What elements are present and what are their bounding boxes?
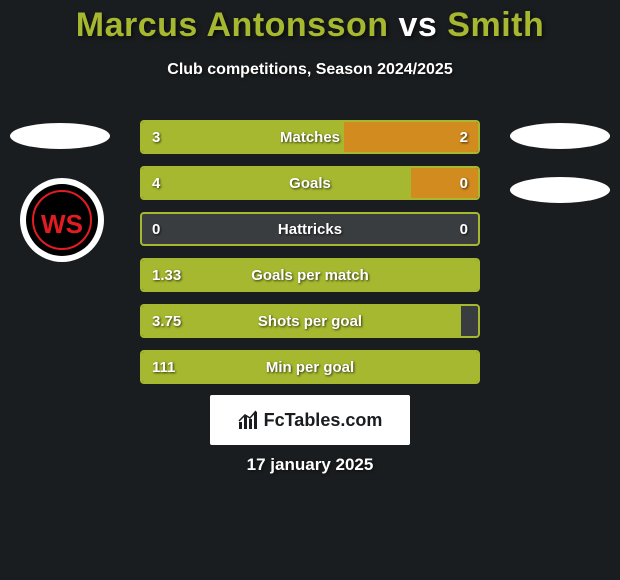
stat-label: Shots per goal [142, 306, 478, 336]
title-player2: Smith [447, 6, 544, 44]
chart-icon [238, 410, 260, 430]
player2-badge-placeholder-1 [510, 123, 610, 149]
club-badge-letters: WS [41, 209, 83, 240]
comparison-card: Marcus Antonsson vs Smith Club competiti… [0, 0, 620, 580]
stat-row: 3.75Shots per goal [140, 304, 480, 338]
stat-row: 0Hattricks0 [140, 212, 480, 246]
stat-row: 3Matches2 [140, 120, 480, 154]
title-player1: Marcus Antonsson [76, 6, 389, 44]
stat-row: 1.33Goals per match [140, 258, 480, 292]
player1-club-badge: WS [20, 178, 104, 262]
footer-date: 17 january 2025 [0, 455, 620, 475]
stat-row: 111Min per goal [140, 350, 480, 384]
club-badge-inner: WS [26, 184, 98, 256]
stat-label: Goals [142, 168, 478, 198]
page-title: Marcus Antonsson vs Smith [0, 0, 620, 45]
stat-value-right: 0 [460, 168, 468, 198]
player2-badge-placeholder-2 [510, 177, 610, 203]
stats-panel: 3Matches24Goals00Hattricks01.33Goals per… [140, 120, 480, 396]
stat-label: Matches [142, 122, 478, 152]
stat-value-right: 0 [460, 214, 468, 244]
branding-badge: FcTables.com [210, 395, 410, 445]
stat-label: Hattricks [142, 214, 478, 244]
player1-badge-placeholder-1 [10, 123, 110, 149]
stat-row: 4Goals0 [140, 166, 480, 200]
stat-value-right: 2 [460, 122, 468, 152]
stat-label: Goals per match [142, 260, 478, 290]
stat-label: Min per goal [142, 352, 478, 382]
branding-text: FcTables.com [264, 410, 383, 431]
subtitle: Club competitions, Season 2024/2025 [0, 61, 620, 79]
title-vs: vs [399, 6, 438, 44]
